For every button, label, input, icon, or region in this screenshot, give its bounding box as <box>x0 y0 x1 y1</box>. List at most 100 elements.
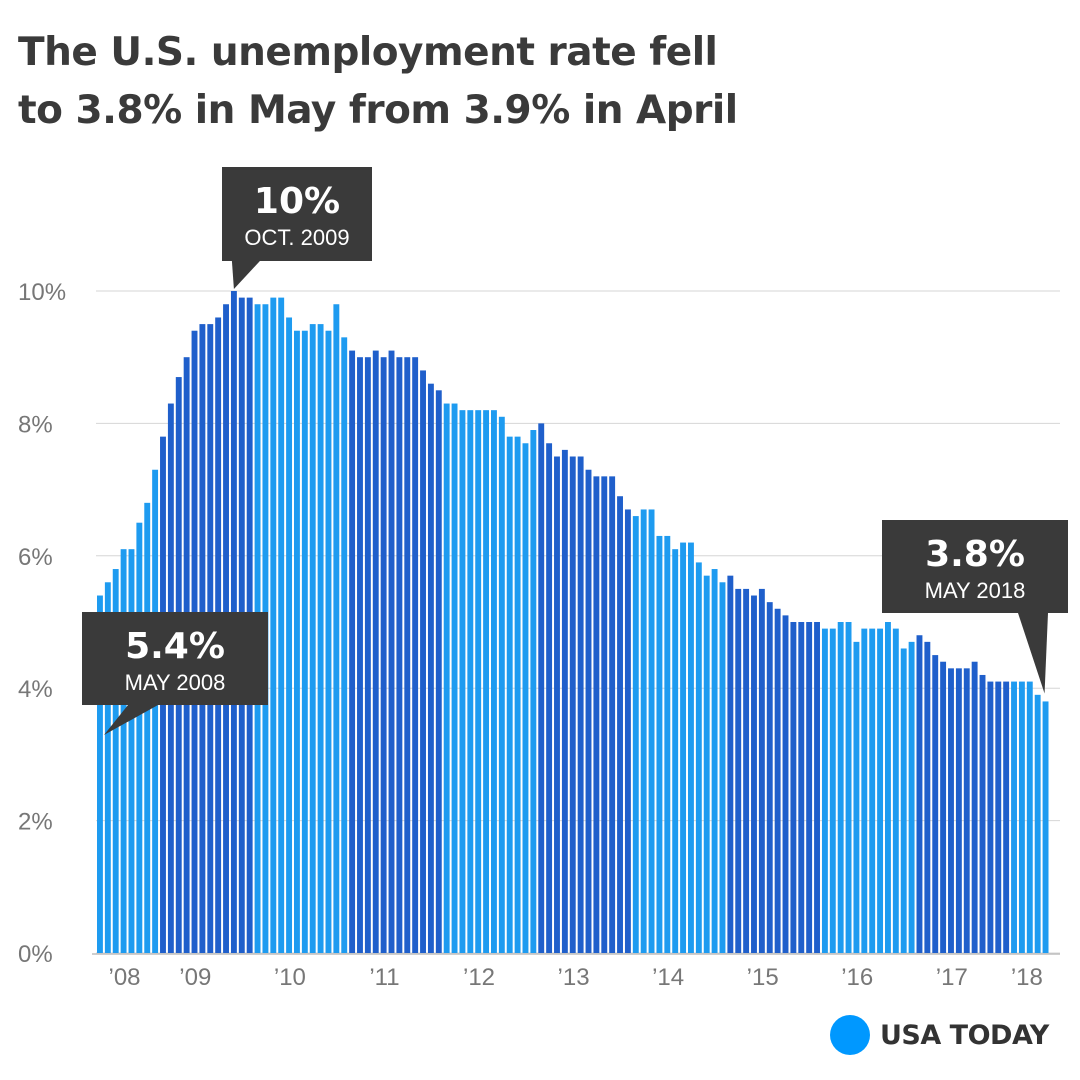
bar-2010-may <box>286 317 293 954</box>
bar-2011-jul <box>396 357 403 953</box>
bar-2015-nov <box>806 622 813 953</box>
bar-2010-apr <box>278 297 285 953</box>
bar-2017-mar <box>932 655 939 953</box>
annotation-date: MAY 2018 <box>925 578 1026 603</box>
title-line-2: to 3.8% in May from 3.9% in April <box>18 88 738 133</box>
bar-2010-aug <box>309 324 316 954</box>
bar-2017-jun <box>955 668 962 953</box>
bar-2015-oct <box>798 622 805 953</box>
bar-2014-jan <box>632 516 639 953</box>
bar-2008-nov <box>144 502 151 953</box>
annotation-pointer <box>103 705 158 735</box>
bar-2016-dec <box>908 641 915 953</box>
bar-2016-apr <box>845 622 852 953</box>
bar-2011-apr <box>372 350 379 954</box>
bar-2012-mar <box>459 410 466 953</box>
bar-2012-sep <box>506 436 513 953</box>
bar-2008-sep <box>128 549 135 953</box>
bar-2015-sep <box>790 622 797 953</box>
bar-2010-mar <box>270 297 277 953</box>
bar-2012-apr <box>467 410 474 953</box>
bar-2018-apr <box>1034 694 1041 953</box>
bar-2012-nov <box>522 443 529 953</box>
bar-2016-nov <box>900 648 907 953</box>
bar-2015-feb <box>735 588 742 953</box>
title-line-1: The U.S. unemployment rate fell <box>18 30 718 75</box>
y-tick-label: 10% <box>18 279 66 306</box>
annotation-may-2018: 3.8% MAY 2018 <box>882 520 1068 694</box>
bar-2010-nov <box>333 304 340 953</box>
bar-2008-dec <box>152 469 159 953</box>
annotation-oct-2009: 10% OCT. 2009 <box>222 167 372 289</box>
bar-2013-nov <box>617 496 623 953</box>
bar-2014-jul <box>680 542 687 953</box>
bar-2013-oct <box>609 476 616 953</box>
annotation-value: 3.8% <box>925 534 1025 575</box>
bar-2014-aug <box>688 542 694 953</box>
bar-2015-aug <box>782 615 789 953</box>
bar-2012-oct <box>514 436 521 953</box>
brand-label: USA TODAY <box>880 1019 1049 1051</box>
brand-dot-icon <box>830 1015 870 1055</box>
bar-2016-jan <box>821 628 828 953</box>
bar-2014-oct <box>703 575 710 953</box>
bar-2011-aug <box>404 357 411 953</box>
bar-2017-nov <box>995 681 1002 953</box>
annotation-pointer <box>1018 613 1048 694</box>
bar-2010-oct <box>325 330 332 954</box>
bar-2014-feb <box>640 509 647 953</box>
bar-2012-feb <box>451 403 458 953</box>
bar-2018-feb <box>1018 681 1025 953</box>
x-tick-label: ’11 <box>369 964 399 991</box>
bar-2008-may <box>97 595 103 953</box>
bar-2011-may <box>380 357 387 953</box>
bar-2015-jun <box>766 602 773 953</box>
bar-2013-sep <box>601 476 608 953</box>
bar-2011-jun <box>388 350 395 954</box>
bar-2017-apr <box>940 661 947 953</box>
bar-2017-dec <box>1003 681 1010 953</box>
bar-2016-may <box>853 641 860 953</box>
bar-2015-jul <box>774 608 781 953</box>
usa-today-brand: USA TODAY <box>830 1014 1049 1056</box>
bar-2014-dec <box>719 582 726 953</box>
bar-2015-jan <box>727 575 734 953</box>
x-tick-label: ’08 <box>109 964 141 991</box>
bar-2016-feb <box>829 628 836 953</box>
bar-2013-feb <box>546 443 553 953</box>
annotation-box <box>82 612 268 705</box>
bar-2016-aug <box>877 628 884 953</box>
bar-2013-jul <box>585 469 592 953</box>
bar-2013-jan <box>538 423 545 953</box>
bar-2011-dec <box>435 390 442 953</box>
bar-2015-dec <box>814 622 820 953</box>
bar-2016-mar <box>837 622 844 953</box>
bar-2017-feb <box>924 641 931 953</box>
x-tick-label: ’10 <box>274 964 306 991</box>
bar-2017-jul <box>963 668 970 953</box>
bar-2012-aug <box>498 416 505 953</box>
bar-2013-apr <box>561 449 568 953</box>
bar-2014-nov <box>711 569 718 953</box>
bar-2016-jul <box>869 628 876 953</box>
bar-2012-jun <box>483 410 490 953</box>
bar-2017-oct <box>987 681 994 953</box>
bar-2017-aug <box>971 661 978 953</box>
bar-2014-jun <box>672 549 679 953</box>
annotation-box <box>222 167 372 261</box>
bar-2012-jan <box>443 403 450 953</box>
annotation-date: MAY 2008 <box>125 670 226 695</box>
annotation-value: 10% <box>254 181 340 222</box>
bar-2016-sep <box>885 622 891 953</box>
x-tick-label: ’09 <box>179 964 211 991</box>
bar-2013-aug <box>593 476 600 953</box>
bar-2018-may <box>1042 701 1049 953</box>
chart-title: The U.S. unemployment rate fell to 3.8% … <box>18 24 1058 140</box>
x-tick-label: ’16 <box>841 964 873 991</box>
bar-2010-dec <box>341 337 348 954</box>
y-tick-label: 0% <box>18 941 53 968</box>
bar-2016-oct <box>892 628 899 953</box>
bar-2017-sep <box>979 674 986 953</box>
bar-2015-mar <box>743 588 750 953</box>
